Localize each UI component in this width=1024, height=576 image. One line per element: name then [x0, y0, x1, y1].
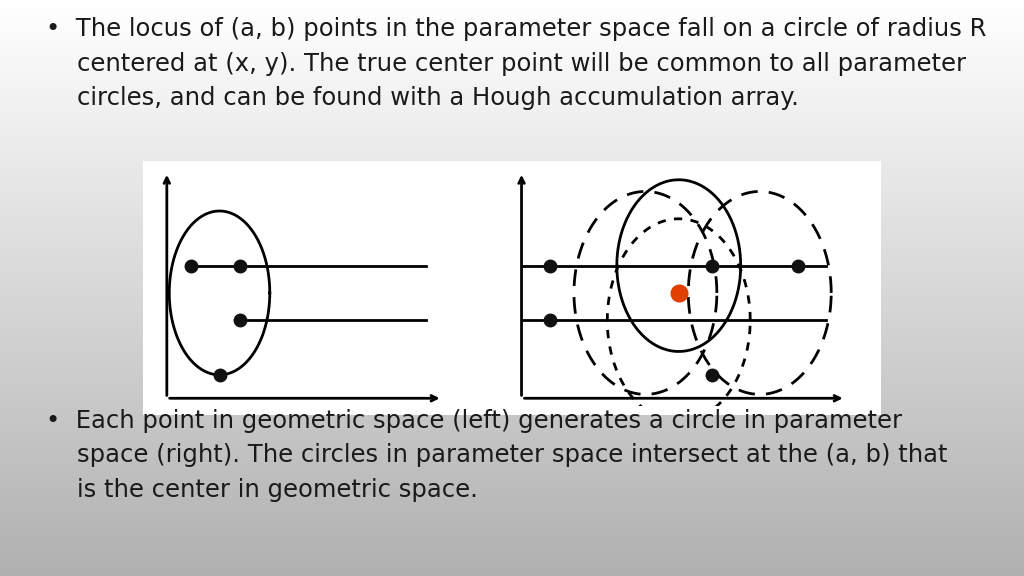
Text: •  The locus of (a, b) points in the parameter space fall on a circle of radius : • The locus of (a, b) points in the para… [46, 17, 986, 110]
Text: •  Each point in geometric space (left) generates a circle in parameter
    spac: • Each point in geometric space (left) g… [46, 409, 947, 502]
